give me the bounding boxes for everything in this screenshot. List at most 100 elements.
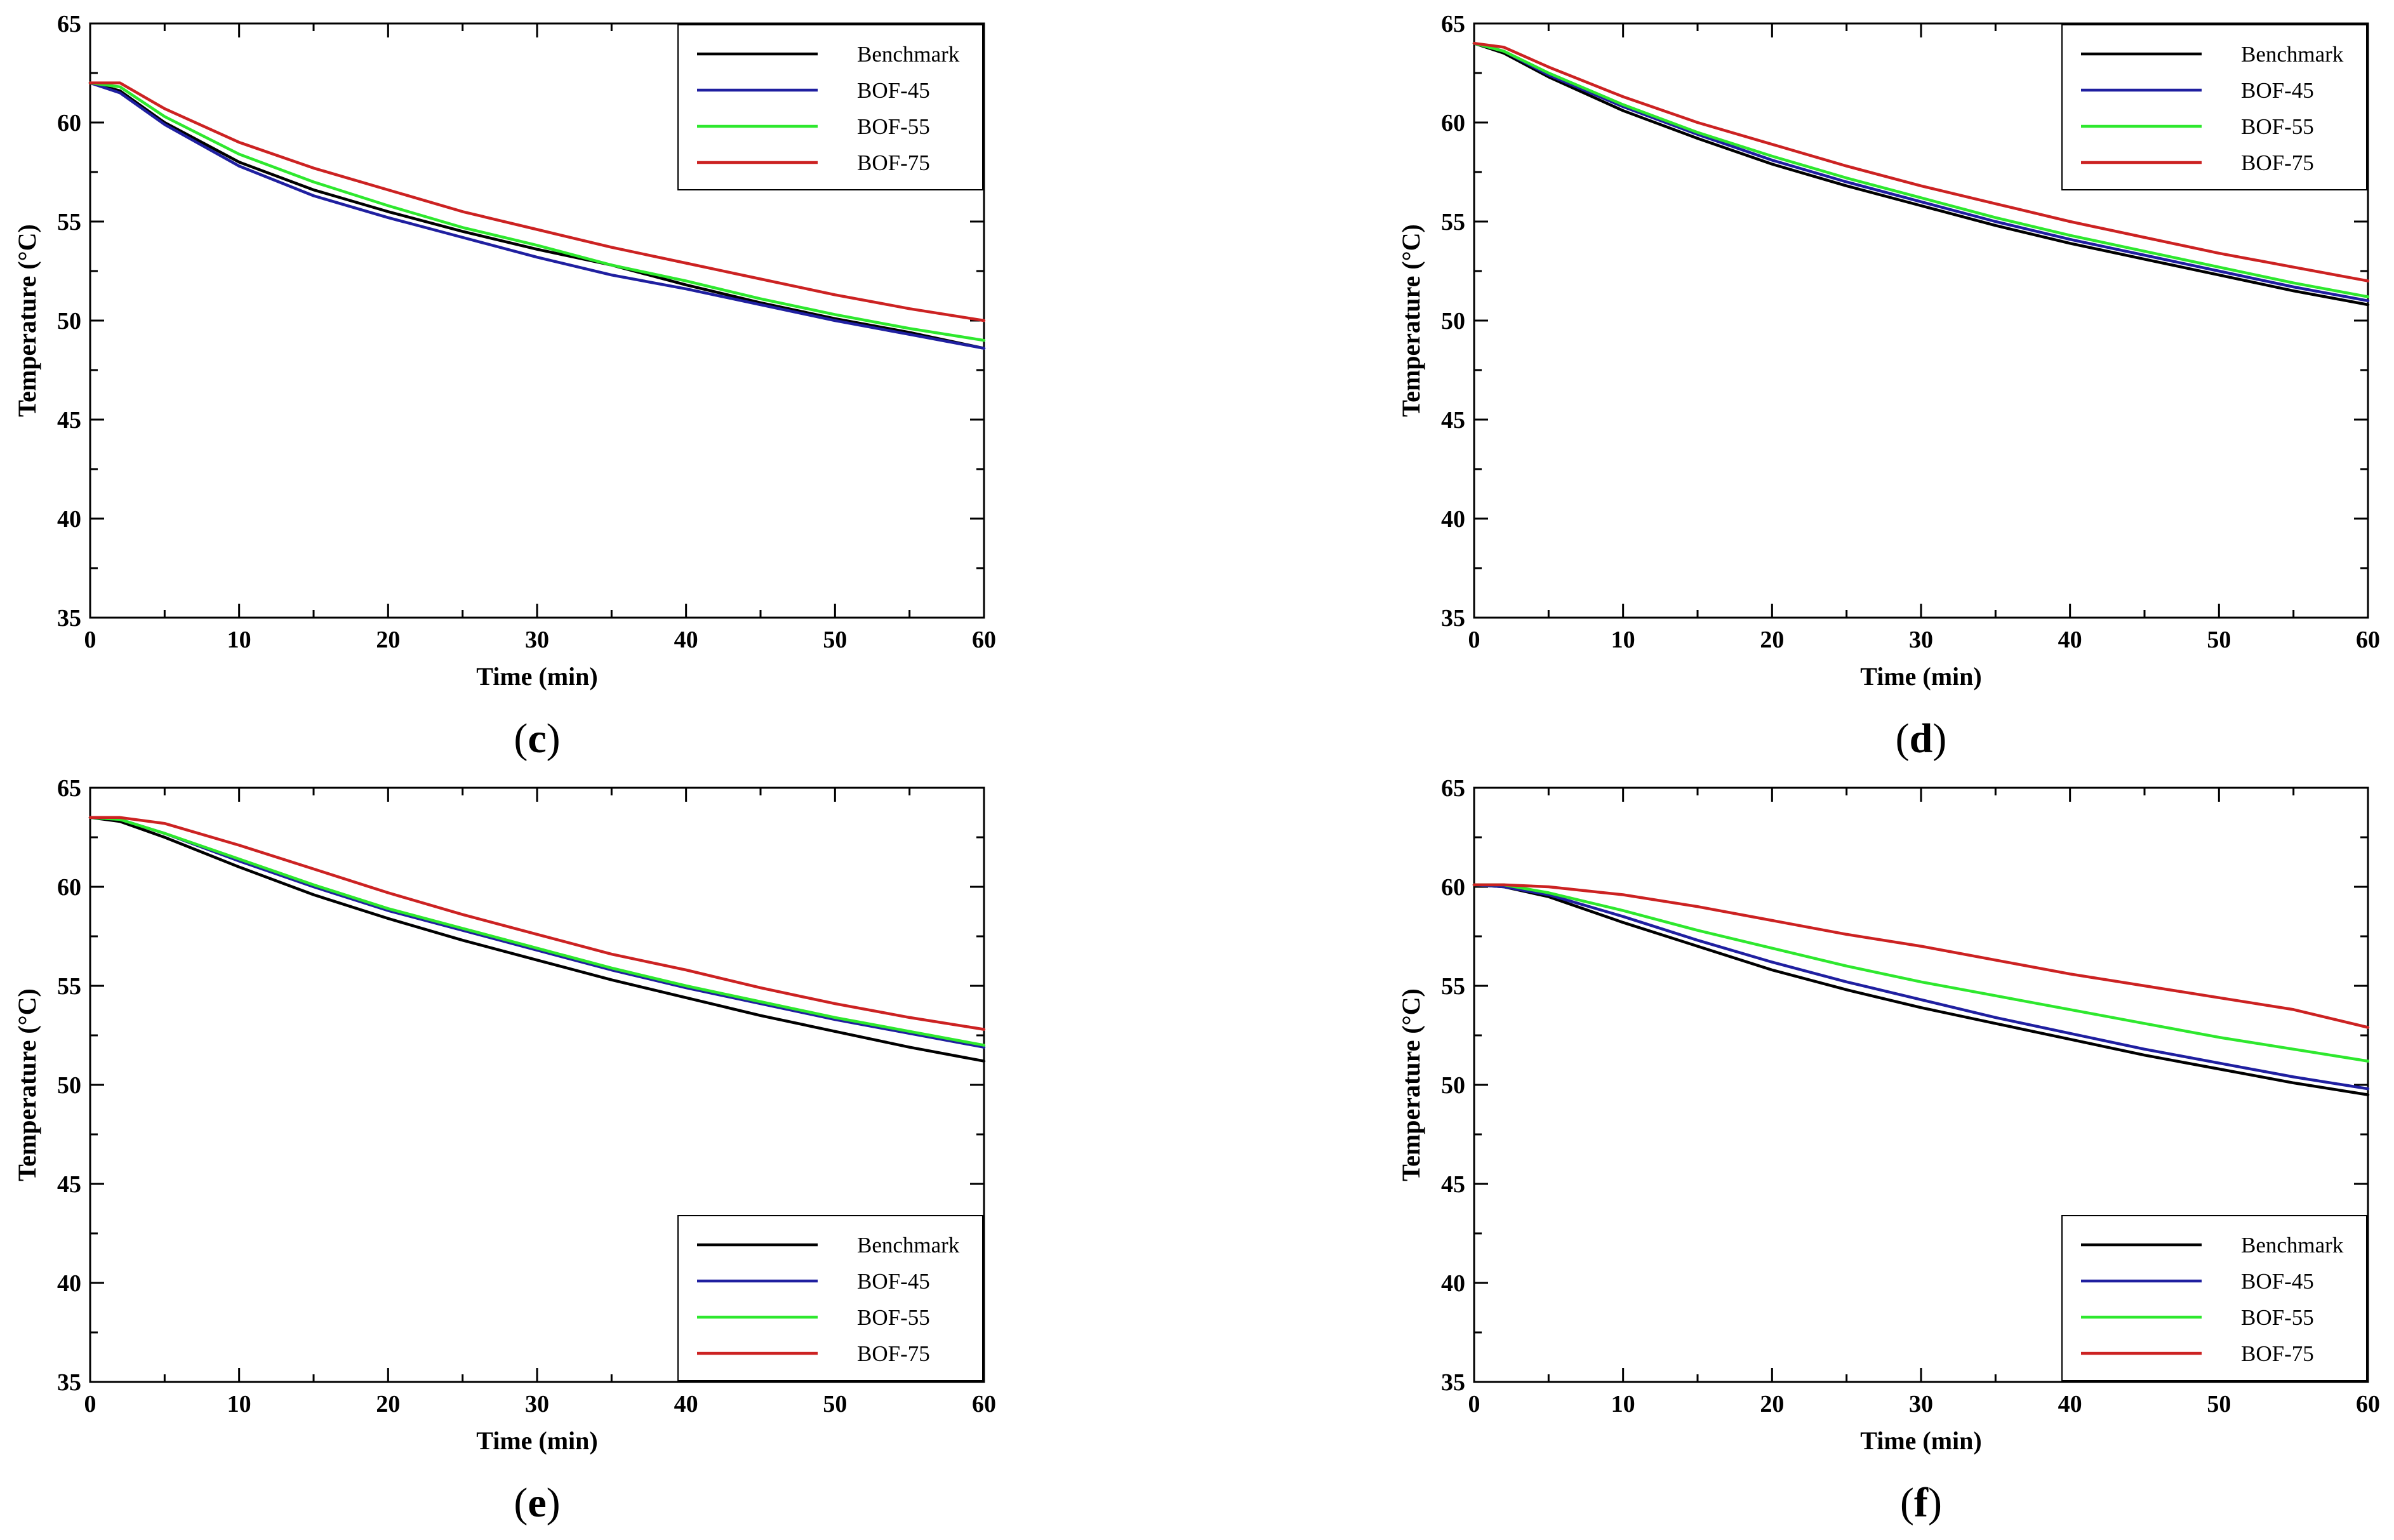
y-tick-label: 50	[1441, 1072, 1465, 1099]
x-tick-label: 0	[84, 627, 96, 653]
x-tick-label: 60	[2356, 1391, 2380, 1417]
series-line-bof-55	[1472, 41, 2370, 298]
y-tick-label: 45	[57, 1171, 81, 1198]
panel-caption: (c)	[514, 715, 560, 762]
x-tick-label: 30	[525, 627, 549, 653]
y-tick-label: 65	[1441, 11, 1465, 37]
y-tick-label: 60	[1441, 110, 1465, 136]
caption-close: )	[1932, 715, 1946, 762]
series-line-bof-75	[1472, 883, 2370, 1029]
legend: Benchmark BOF-45 BOF-55 BOF-75	[2061, 1215, 2367, 1381]
x-tick-label: 10	[227, 627, 251, 653]
y-tick-label: 60	[1441, 874, 1465, 901]
x-tick-label: 0	[1468, 627, 1480, 653]
chart-panel-e: 0 10 20 30 40 50 60 35 40 45 50 55 60 65 Time (min) Tem…	[13, 775, 996, 1526]
y-tick-label: 40	[1441, 1270, 1465, 1297]
y-tick-label: 65	[57, 775, 81, 802]
x-tick-label: 60	[2356, 627, 2380, 653]
legend-label-bof-55: BOF-55	[2241, 1305, 2314, 1330]
x-tick-label: 30	[525, 1391, 549, 1417]
chart-panel-d: 0 10 20 30 40 50 60 35 40 45 50 55 60 65 Time (min) Tem…	[1397, 11, 2380, 762]
legend-label-benchmark: Benchmark	[857, 1233, 960, 1258]
x-tick-label: 0	[84, 1391, 96, 1417]
x-tick-label: 40	[2058, 627, 2082, 653]
series-line-benchmark	[1472, 883, 2370, 1096]
series-line-benchmark	[88, 81, 986, 350]
legend-label-bof-45: BOF-45	[2241, 78, 2314, 103]
x-tick-label: 20	[376, 627, 400, 653]
chart-panel-c: 0 10 20 30 40 50 60 35 40 45 50 55 60 65 Time (min) Tem…	[13, 11, 996, 762]
y-tick-label: 35	[57, 605, 81, 632]
legend-label-bof-55: BOF-55	[857, 114, 930, 139]
legend-label-bof-75: BOF-75	[2241, 1341, 2314, 1366]
x-tick-label: 50	[2207, 627, 2231, 653]
caption-letter: d	[1910, 715, 1933, 762]
legend-label-benchmark: Benchmark	[2241, 42, 2344, 67]
panel-caption: (e)	[514, 1480, 560, 1526]
x-axis-title: Time (min)	[1860, 1426, 1981, 1455]
legend-label-benchmark: Benchmark	[857, 42, 960, 67]
series-line-benchmark	[88, 816, 986, 1063]
caption-open: (	[1896, 715, 1910, 762]
y-tick-label: 65	[57, 11, 81, 37]
series-line-bof-45	[88, 81, 986, 350]
series-line-benchmark	[1472, 41, 2370, 307]
panel-caption: (d)	[1896, 715, 1947, 762]
legend-label-bof-45: BOF-45	[857, 1269, 930, 1294]
caption-close: )	[547, 1480, 561, 1526]
legend-label-bof-45: BOF-45	[2241, 1269, 2314, 1294]
y-axis-title: Temperature (°C)	[13, 988, 41, 1181]
y-axis-title: Temperature (°C)	[1397, 224, 1425, 417]
y-tick-label: 45	[1441, 1171, 1465, 1198]
x-tick-label: 20	[1760, 1391, 1784, 1417]
caption-letter: c	[528, 715, 546, 762]
y-tick-label: 60	[57, 110, 81, 136]
series-line-bof-55	[1472, 883, 2370, 1063]
legend-label-bof-55: BOF-55	[2241, 114, 2314, 139]
panel-caption: (f)	[1900, 1480, 1942, 1526]
series-line-bof-55	[88, 816, 986, 1047]
series-line-bof-45	[88, 816, 986, 1049]
x-tick-label: 0	[1468, 1391, 1480, 1417]
x-tick-label: 60	[972, 627, 996, 653]
legend: Benchmark BOF-45 BOF-55 BOF-75	[2061, 24, 2367, 190]
series-line-bof-75	[88, 81, 986, 322]
y-tick-label: 50	[57, 308, 81, 335]
y-tick-label: 35	[1441, 605, 1465, 632]
legend-label-bof-75: BOF-75	[857, 1341, 930, 1366]
legend: Benchmark BOF-45 BOF-55 BOF-75	[677, 24, 983, 190]
y-tick-label: 55	[1441, 209, 1465, 236]
x-tick-label: 40	[674, 1391, 698, 1417]
series-line-bof-45	[1472, 883, 2370, 1091]
x-tick-label: 40	[674, 627, 698, 653]
series-line-bof-75	[1472, 41, 2370, 282]
x-tick-label: 10	[1611, 1391, 1635, 1417]
legend-label-bof-45: BOF-45	[857, 78, 930, 103]
x-tick-label: 50	[2207, 1391, 2231, 1417]
y-tick-label: 45	[57, 407, 81, 434]
x-tick-label: 30	[1909, 627, 1933, 653]
y-tick-label: 55	[1441, 973, 1465, 1000]
x-axis-title: Time (min)	[476, 1426, 597, 1455]
legend: Benchmark BOF-45 BOF-55 BOF-75	[677, 1215, 983, 1381]
x-tick-label: 60	[972, 1391, 996, 1417]
x-tick-label: 20	[1760, 627, 1784, 653]
y-tick-label: 50	[57, 1072, 81, 1099]
x-tick-label: 10	[227, 1391, 251, 1417]
x-tick-label: 20	[376, 1391, 400, 1417]
caption-open: (	[1900, 1480, 1914, 1526]
y-tick-label: 60	[57, 874, 81, 901]
y-tick-label: 65	[1441, 775, 1465, 802]
legend-label-benchmark: Benchmark	[2241, 1233, 2344, 1258]
x-axis-title: Time (min)	[1860, 662, 1981, 691]
caption-open: (	[514, 1480, 528, 1526]
legend-label-bof-75: BOF-75	[2241, 150, 2314, 175]
legend-label-bof-55: BOF-55	[857, 1305, 930, 1330]
y-axis-title: Temperature (°C)	[1397, 988, 1425, 1181]
y-tick-label: 35	[1441, 1369, 1465, 1396]
chart-panel-f: 0 10 20 30 40 50 60 35 40 45 50 55 60 65 Time (min) Tem…	[1397, 775, 2380, 1526]
x-tick-label: 30	[1909, 1391, 1933, 1417]
y-tick-label: 35	[57, 1369, 81, 1396]
x-tick-label: 50	[823, 627, 847, 653]
